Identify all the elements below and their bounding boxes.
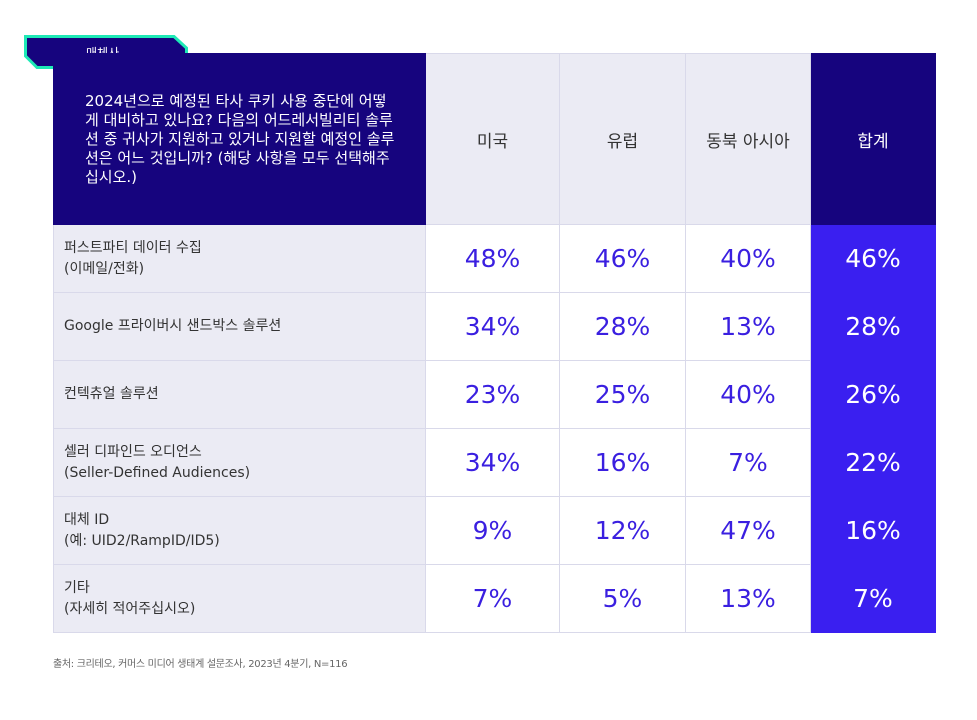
row-label: 셀러 디파인드 오디언스 (Seller-Defined Audiences) xyxy=(53,428,426,497)
row-label: Google 프라이버시 샌드박스 솔루션 xyxy=(53,292,426,361)
value-cell: 34% xyxy=(425,428,560,497)
row-label: 퍼스트파티 데이터 수집 (이메일/전화) xyxy=(53,224,426,293)
column-header-northeast-asia: 동북 아시아 xyxy=(685,53,811,225)
column-header-us: 미국 xyxy=(425,53,560,225)
row-label-line2: (이메일/전화) xyxy=(64,260,145,277)
value-cell: 7% xyxy=(685,428,811,497)
survey-table: 2024년으로 예정된 타사 쿠키 사용 중단에 어떻게 대비하고 있나요? 다… xyxy=(53,53,936,633)
value-cell: 7% xyxy=(425,564,560,633)
value-cell: 48% xyxy=(425,224,560,293)
total-value-cell: 46% xyxy=(810,224,936,293)
value-cell: 12% xyxy=(559,496,686,565)
value-cell: 28% xyxy=(559,292,686,361)
total-value-cell: 7% xyxy=(810,564,936,633)
row-label-line1: 컨텍츄얼 솔루션 xyxy=(64,386,159,402)
total-value-cell: 26% xyxy=(810,360,936,429)
row-label-line1: 퍼스트파티 데이터 수집 xyxy=(64,239,202,256)
column-header-europe: 유럽 xyxy=(559,53,686,225)
value-cell: 34% xyxy=(425,292,560,361)
value-cell: 25% xyxy=(559,360,686,429)
table-row: Google 프라이버시 샌드박스 솔루션 34% 28% 13% 28% xyxy=(53,292,936,361)
table-row: 대체 ID (예: UID2/RampID/ID5) 9% 12% 47% 16% xyxy=(53,496,936,565)
table-row: 셀러 디파인드 오디언스 (Seller-Defined Audiences) 3… xyxy=(53,428,936,497)
row-label-line2: (Seller-Defined Audiences) xyxy=(64,464,251,481)
value-cell: 23% xyxy=(425,360,560,429)
table-row: 컨텍츄얼 솔루션 23% 25% 40% 26% xyxy=(53,360,936,429)
column-header-total: 합계 xyxy=(810,53,936,225)
row-label-line1: 기타 xyxy=(64,579,90,596)
value-cell: 40% xyxy=(685,224,811,293)
table-row: 기타 (자세히 적어주십시오) 7% 5% 13% 7% xyxy=(53,564,936,633)
question-cell: 2024년으로 예정된 타사 쿠키 사용 중단에 어떻게 대비하고 있나요? 다… xyxy=(53,53,426,225)
row-label-line1: 대체 ID xyxy=(64,511,110,528)
value-cell: 47% xyxy=(685,496,811,565)
total-value-cell: 28% xyxy=(810,292,936,361)
row-label: 기타 (자세히 적어주십시오) xyxy=(53,564,426,633)
total-value-cell: 16% xyxy=(810,496,936,565)
source-note: 출처: 크리테오, 커머스 미디어 생태계 설문조사, 2023년 4분기, N… xyxy=(53,659,348,670)
table-row: 퍼스트파티 데이터 수집 (이메일/전화) 48% 46% 40% 46% xyxy=(53,224,936,293)
total-value-cell: 22% xyxy=(810,428,936,497)
value-cell: 5% xyxy=(559,564,686,633)
row-label-line2: (자세히 적어주십시오) xyxy=(64,600,196,617)
row-label: 컨텍츄얼 솔루션 xyxy=(53,360,426,429)
value-cell: 13% xyxy=(685,292,811,361)
header-row: 2024년으로 예정된 타사 쿠키 사용 중단에 어떻게 대비하고 있나요? 다… xyxy=(53,53,936,225)
value-cell: 16% xyxy=(559,428,686,497)
value-cell: 46% xyxy=(559,224,686,293)
row-label-line1: Google 프라이버시 샌드박스 솔루션 xyxy=(64,318,282,334)
value-cell: 13% xyxy=(685,564,811,633)
row-label-line2: (예: UID2/RampID/ID5) xyxy=(64,532,220,549)
row-label: 대체 ID (예: UID2/RampID/ID5) xyxy=(53,496,426,565)
value-cell: 40% xyxy=(685,360,811,429)
row-label-line1: 셀러 디파인드 오디언스 xyxy=(64,443,202,460)
value-cell: 9% xyxy=(425,496,560,565)
